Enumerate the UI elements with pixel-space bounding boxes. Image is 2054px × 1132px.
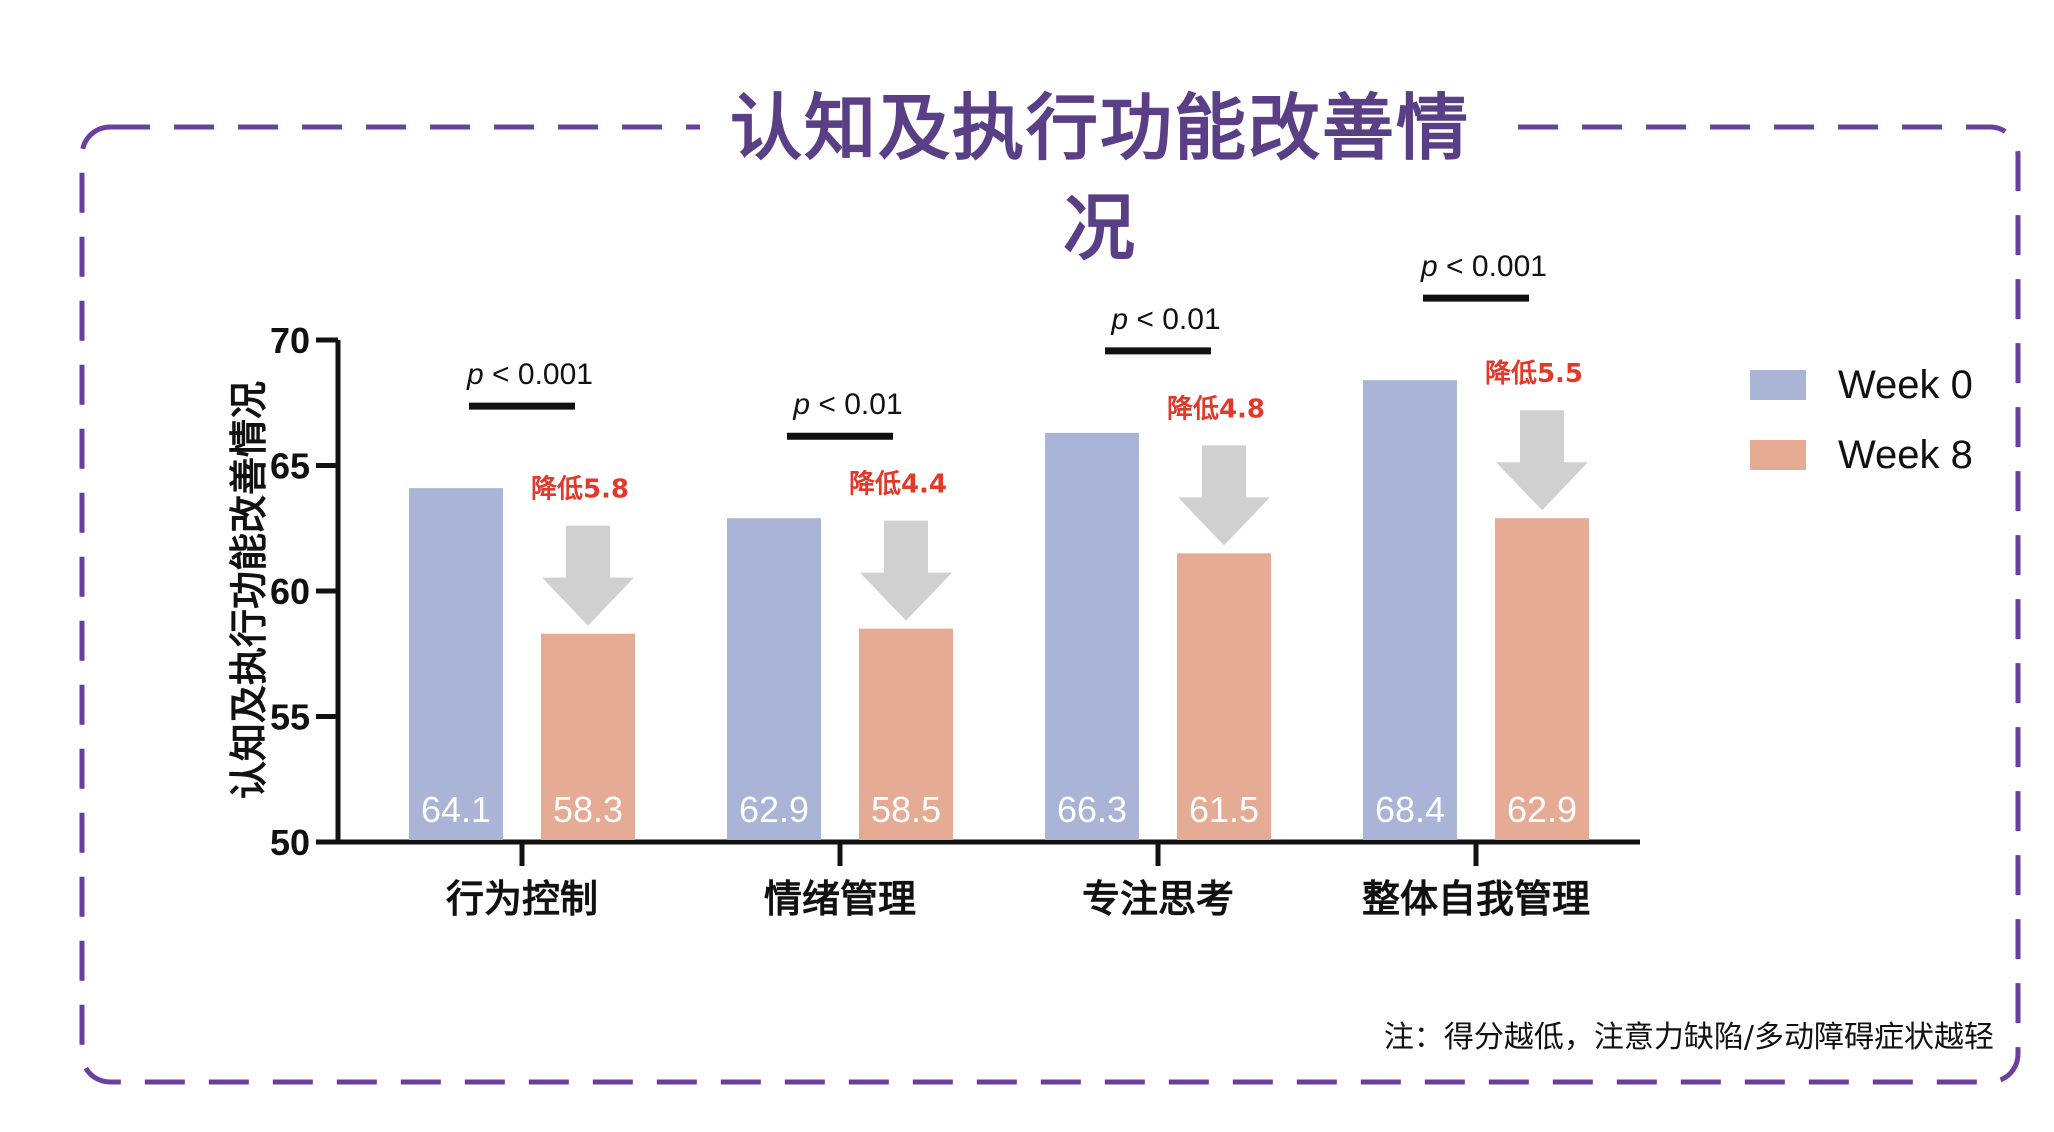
legend-swatch-week0	[1750, 370, 1806, 400]
legend-item-week8: Week 8	[1750, 420, 1973, 490]
p-symbol: p	[792, 388, 810, 421]
p-value: < 0.001	[484, 358, 593, 391]
x-tick-label: 情绪管理	[764, 877, 916, 921]
down-arrow-icon	[1178, 445, 1270, 546]
x-tick-label: 整体自我管理	[1362, 877, 1590, 921]
p-value: < 0.01	[810, 388, 903, 421]
reduction-label: 降低5.8	[531, 475, 629, 505]
p-value: < 0.01	[1128, 303, 1221, 336]
p-symbol: p	[1110, 303, 1128, 336]
down-arrow-icon	[1496, 410, 1588, 511]
p-symbol: p	[466, 358, 484, 391]
bar-week8	[541, 633, 635, 840]
bar-week0	[727, 518, 821, 840]
reduction-label: 降低4.8	[1167, 394, 1265, 424]
page-title: 认知及执行功能改善情况	[700, 78, 1500, 270]
data-label-week0: 68.4	[1375, 789, 1445, 830]
footnote: 注：得分越低，注意力缺陷/多动障碍症状越轻	[1383, 1020, 1994, 1055]
legend-label-week0: Week 0	[1838, 362, 1973, 407]
data-label-week8: 58.3	[553, 789, 623, 830]
bar-week8	[1495, 518, 1589, 840]
down-arrow-icon	[860, 520, 952, 621]
reduction-label: 降低4.4	[849, 470, 947, 500]
x-tick-label: 专注思考	[1082, 877, 1234, 921]
data-label-week0: 62.9	[739, 789, 809, 830]
y-tick-label: 65	[270, 446, 310, 487]
y-tick-label: 70	[270, 320, 310, 361]
data-label-week0: 64.1	[421, 789, 491, 830]
legend-item-week0: Week 0	[1750, 350, 1973, 420]
y-tick-label: 50	[270, 822, 310, 863]
legend: Week 0 Week 8	[1750, 350, 1973, 490]
data-label-week0: 66.3	[1057, 789, 1127, 830]
significance-label: p < 0.01	[792, 388, 902, 421]
legend-swatch-week8	[1750, 440, 1806, 470]
x-tick-label: 行为控制	[446, 877, 598, 921]
p-value: < 0.001	[1438, 250, 1547, 283]
data-label-week8: 58.5	[871, 789, 941, 830]
significance-label: p < 0.001	[466, 358, 593, 391]
y-tick-label: 60	[270, 571, 310, 612]
reduction-label: 降低5.5	[1485, 359, 1583, 389]
y-axis-label: 认知及执行功能改善情况	[227, 381, 271, 799]
bar-week0	[1045, 432, 1139, 840]
data-label-week8: 61.5	[1189, 789, 1259, 830]
legend-label-week8: Week 8	[1838, 432, 1973, 477]
p-symbol: p	[1420, 250, 1438, 283]
data-label-week8: 62.9	[1507, 789, 1577, 830]
bar-week0	[409, 488, 503, 840]
y-tick-label: 55	[270, 697, 310, 738]
significance-label: p < 0.001	[1420, 250, 1547, 283]
down-arrow-icon	[542, 525, 634, 626]
bar-week8	[859, 628, 953, 840]
bar-week0	[1363, 380, 1457, 840]
significance-label: p < 0.01	[1110, 303, 1220, 336]
bar-week8	[1177, 553, 1271, 840]
